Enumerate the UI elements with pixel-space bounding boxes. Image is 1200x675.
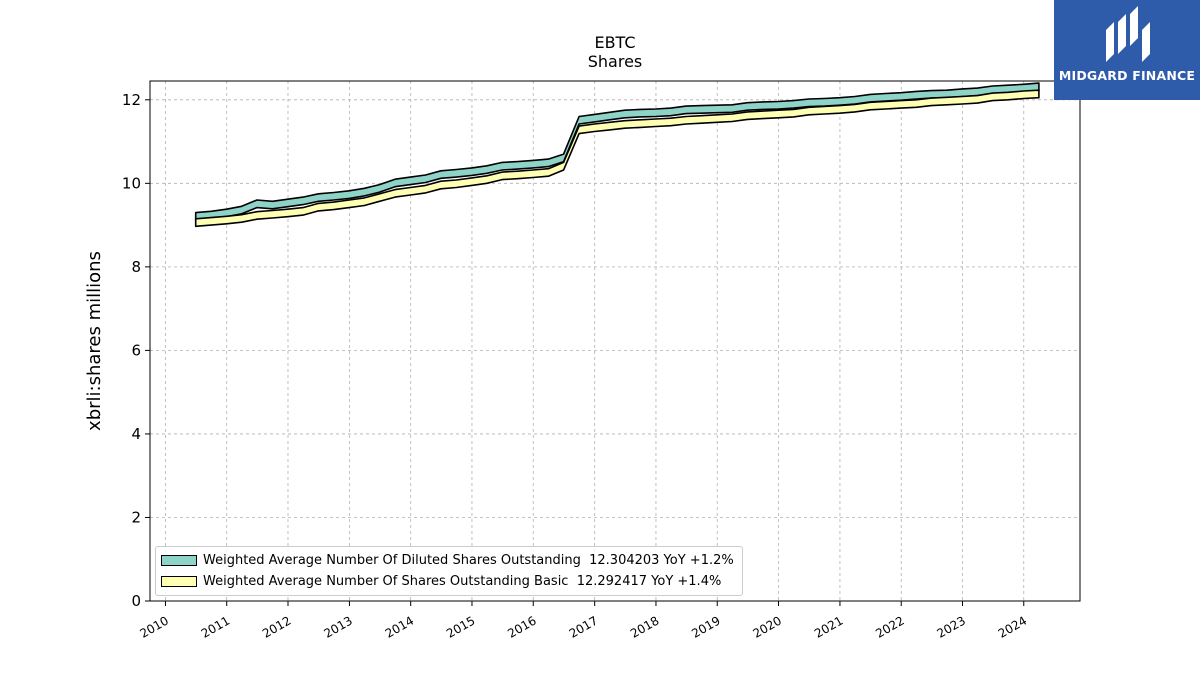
y-tick-label: 4 bbox=[131, 425, 141, 443]
brand-logo: MIDGARD FINANCE bbox=[1054, 0, 1200, 100]
x-tick-label: 2015 bbox=[444, 613, 477, 640]
x-tick-label: 2022 bbox=[873, 613, 906, 640]
x-tick-label: 2010 bbox=[137, 613, 170, 640]
y-tick-label: 12 bbox=[122, 91, 141, 109]
series-band-1 bbox=[194, 89, 1040, 228]
x-tick-label: 2024 bbox=[996, 613, 1029, 640]
grid-lines bbox=[150, 81, 1080, 602]
x-tick-label: 2012 bbox=[260, 613, 293, 640]
legend-label-diluted: Weighted Average Number Of Diluted Share… bbox=[203, 553, 734, 568]
legend-swatch-basic bbox=[161, 576, 197, 587]
x-tick-label: 2016 bbox=[505, 613, 538, 640]
x-tick-label: 2018 bbox=[628, 613, 661, 640]
x-tick-label: 2013 bbox=[321, 613, 354, 640]
plot-frame bbox=[149, 80, 1081, 602]
legend-item-diluted: Weighted Average Number Of Diluted Share… bbox=[161, 550, 734, 571]
x-tick-label: 2023 bbox=[935, 613, 968, 640]
legend-swatch-diluted bbox=[161, 555, 197, 566]
y-tick-label: 10 bbox=[122, 174, 141, 192]
y-tick-label: 0 bbox=[131, 592, 141, 610]
y-tick-label: 8 bbox=[131, 258, 141, 276]
y-tick-label: 2 bbox=[131, 508, 141, 526]
legend: Weighted Average Number Of Diluted Share… bbox=[155, 546, 743, 596]
series-bands bbox=[194, 82, 1040, 228]
legend-item-basic: Weighted Average Number Of Shares Outsta… bbox=[161, 571, 734, 592]
x-tick-label: 2014 bbox=[383, 613, 416, 640]
logo-mark-icon bbox=[1106, 6, 1150, 62]
x-tick-label: 2017 bbox=[567, 613, 600, 640]
legend-label-basic: Weighted Average Number Of Shares Outsta… bbox=[203, 574, 722, 589]
chart-title: EBTC bbox=[594, 33, 636, 52]
x-tick-label: 2019 bbox=[689, 613, 722, 640]
chart-subtitle: Shares bbox=[587, 52, 643, 71]
y-tick-label: 6 bbox=[131, 341, 141, 359]
x-tick-label: 2021 bbox=[812, 613, 845, 640]
y-axis-label: xbrli:shares millions bbox=[84, 251, 105, 431]
logo-text: MIDGARD FINANCE bbox=[1058, 68, 1196, 83]
x-tick-label: 2020 bbox=[751, 613, 784, 640]
x-tick-label: 2011 bbox=[199, 613, 232, 640]
